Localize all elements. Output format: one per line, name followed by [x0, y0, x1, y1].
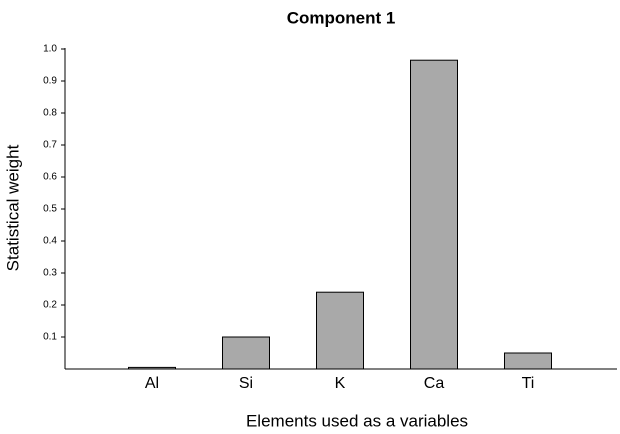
y-tick-label: 0.5	[43, 204, 57, 215]
y-tick-label: 1.0	[43, 44, 57, 55]
bar	[504, 352, 552, 370]
bar	[222, 336, 270, 370]
y-tick-label: 0.7	[43, 140, 57, 151]
chart-title: Component 1	[287, 8, 396, 27]
x-tick-label: Si	[239, 375, 253, 392]
bar	[410, 59, 458, 370]
bar	[316, 291, 364, 370]
x-tick-label: Al	[145, 375, 159, 392]
y-tick-label: 0.8	[43, 108, 57, 119]
bar	[128, 366, 176, 370]
y-tick-label: 0.4	[43, 236, 57, 247]
y-tick-label: 0.3	[43, 268, 57, 279]
y-axis-title: Statistical weight	[3, 144, 22, 271]
x-axis-title: Elements used as a variables	[246, 411, 468, 430]
x-tick-label: Ti	[522, 375, 535, 392]
y-tick-label: 0.9	[43, 76, 57, 87]
x-tick-label: Ca	[424, 375, 445, 392]
x-tick-label: K	[335, 375, 346, 392]
y-tick-label: 0.1	[43, 332, 57, 343]
y-tick-label: 0.2	[43, 300, 57, 311]
y-tick-label: 0.6	[43, 172, 57, 183]
